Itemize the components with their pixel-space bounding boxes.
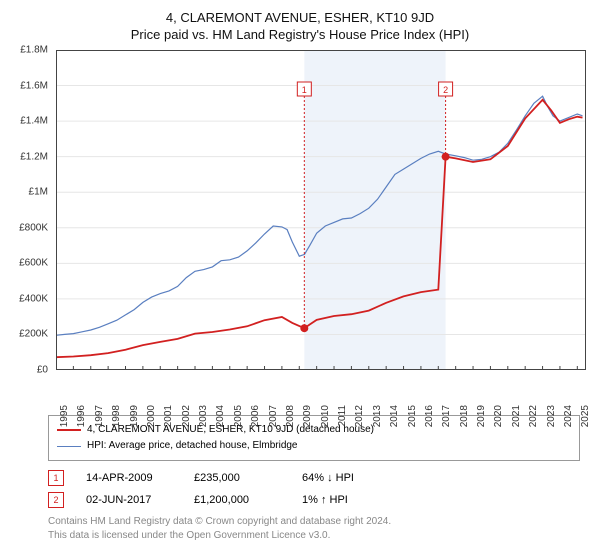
x-tick-label: 2004	[215, 405, 226, 427]
x-tick-label: 2016	[424, 405, 435, 427]
x-tick-label: 2011	[337, 405, 348, 427]
legend-swatch	[57, 429, 81, 431]
x-tick-label: 2024	[563, 405, 574, 427]
x-tick-label: 2019	[476, 405, 487, 427]
x-tick-label: 2014	[389, 405, 400, 427]
x-tick-label: 1997	[94, 405, 105, 427]
y-tick-label: £0	[37, 365, 48, 376]
x-tick-label: 1998	[111, 405, 122, 427]
x-axis-labels: 1995199619971998199920002001200220032004…	[56, 375, 586, 409]
x-tick-label: 2025	[580, 405, 591, 427]
y-tick-label: £1M	[29, 187, 48, 198]
x-tick-label: 1996	[76, 405, 87, 427]
sale-delta: 1% ↑ HPI	[302, 494, 388, 506]
chart-container: £0 £200K £400K £600K £800K £1M £1.2M £1.4M £1.6M…	[12, 50, 588, 409]
x-tick-label: 2007	[268, 405, 279, 427]
page-subtitle: Price paid vs. HM Land Registry's House …	[12, 27, 588, 42]
footer-line2: This data is licensed under the Open Gov…	[48, 529, 580, 543]
footer-notice: Contains HM Land Registry data © Crown c…	[48, 515, 580, 543]
x-tick-label: 2020	[493, 405, 504, 427]
y-axis-labels: £0£200K£400K£600K£800K£1M£1.2M£1.4M£1.6M…	[12, 50, 52, 370]
y-tick-label: £200K	[19, 329, 48, 340]
y-tick-label: £1.8M	[20, 45, 48, 56]
y-tick-label: £800K	[19, 222, 48, 233]
x-tick-label: 2017	[441, 405, 452, 427]
svg-text:1: 1	[302, 85, 307, 95]
sale-index-box: 2	[48, 492, 64, 508]
legend-label: HPI: Average price, detached house, Elmb…	[87, 438, 298, 454]
sale-date: 14-APR-2009	[86, 472, 172, 484]
legend-item: HPI: Average price, detached house, Elmb…	[57, 438, 571, 454]
sale-price: £235,000	[194, 472, 280, 484]
x-tick-label: 2002	[181, 405, 192, 427]
x-tick-label: 2005	[233, 405, 244, 427]
x-tick-label: 2003	[198, 405, 209, 427]
x-tick-label: 2010	[320, 405, 331, 427]
chart-svg: 12	[56, 50, 586, 370]
page-title: 4, CLAREMONT AVENUE, ESHER, KT10 9JD	[12, 10, 588, 25]
x-tick-label: 2022	[528, 405, 539, 427]
x-tick-label: 2013	[372, 405, 383, 427]
footer-line1: Contains HM Land Registry data © Crown c…	[48, 515, 580, 529]
x-tick-label: 2009	[302, 405, 313, 427]
y-tick-label: £1.6M	[20, 80, 48, 91]
chart-plot: 12	[56, 50, 588, 375]
x-tick-label: 2006	[250, 405, 261, 427]
sales-table: 1 14-APR-2009 £235,000 64% ↓ HPI 2 02-JUN-201…	[48, 467, 580, 511]
sale-row: 2 02-JUN-2017 £1,200,000 1% ↑ HPI	[48, 489, 580, 511]
y-tick-label: £1.2M	[20, 151, 48, 162]
x-tick-label: 2021	[511, 405, 522, 427]
legend-swatch	[57, 446, 81, 447]
x-tick-label: 2008	[285, 405, 296, 427]
sale-price: £1,200,000	[194, 494, 280, 506]
x-tick-label: 2000	[146, 405, 157, 427]
x-tick-label: 2001	[163, 405, 174, 427]
x-tick-label: 2018	[459, 405, 470, 427]
x-tick-label: 2012	[354, 405, 365, 427]
sale-date: 02-JUN-2017	[86, 494, 172, 506]
y-tick-label: £1.4M	[20, 116, 48, 127]
x-tick-label: 1999	[129, 405, 140, 427]
sale-index-box: 1	[48, 470, 64, 486]
y-tick-label: £400K	[19, 293, 48, 304]
x-tick-label: 2015	[407, 405, 418, 427]
y-tick-label: £600K	[19, 258, 48, 269]
x-tick-label: 2023	[546, 405, 557, 427]
sale-delta: 64% ↓ HPI	[302, 472, 388, 484]
sale-row: 1 14-APR-2009 £235,000 64% ↓ HPI	[48, 467, 580, 489]
svg-text:2: 2	[443, 85, 448, 95]
x-tick-label: 1995	[59, 405, 70, 427]
